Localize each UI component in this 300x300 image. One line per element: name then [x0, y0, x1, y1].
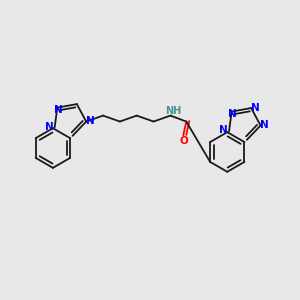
Text: N: N	[251, 103, 260, 113]
Text: NH: NH	[165, 106, 182, 116]
Text: N: N	[86, 116, 94, 125]
Text: N: N	[260, 119, 269, 130]
Text: N: N	[219, 125, 228, 135]
Text: O: O	[180, 136, 189, 146]
Text: N: N	[45, 122, 53, 132]
Text: N: N	[54, 105, 63, 115]
Text: N: N	[228, 109, 237, 118]
